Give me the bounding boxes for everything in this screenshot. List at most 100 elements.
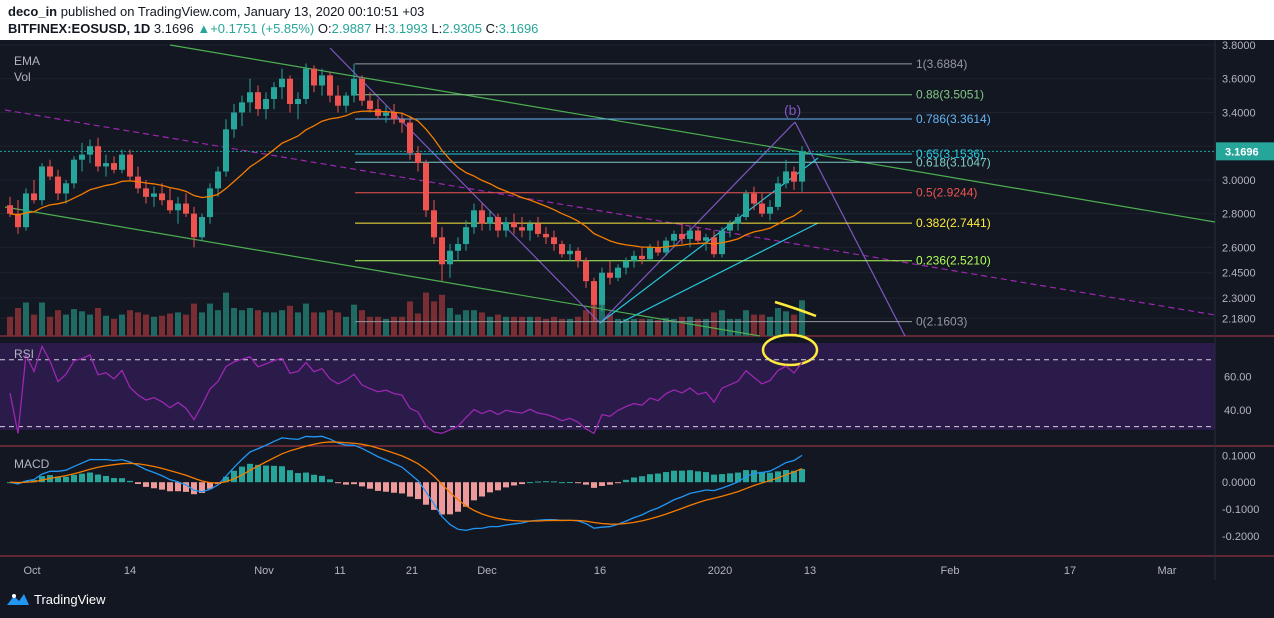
volume-bar <box>767 316 773 336</box>
volume-bar <box>695 319 701 336</box>
channel-upper-line[interactable] <box>169 44 1216 223</box>
drawings: (b) <box>0 44 1216 367</box>
volume-bar <box>279 310 285 336</box>
macd-histogram-bar <box>407 482 413 497</box>
brand-name[interactable]: TradingView <box>34 592 106 607</box>
candle-body <box>519 227 525 231</box>
macd-histogram-bar <box>167 482 173 492</box>
annotation-stroke[interactable] <box>774 300 817 318</box>
candle-body <box>167 200 173 211</box>
macd-histogram-bar <box>271 465 277 483</box>
candle-body <box>727 223 733 231</box>
macd-histogram-bar <box>663 472 669 483</box>
volume-bar <box>23 302 29 336</box>
volume-bar <box>455 314 461 336</box>
macd-histogram-bar <box>543 481 549 483</box>
macd-histogram-bar <box>575 482 581 484</box>
open-value: 2.9887 <box>331 21 372 36</box>
volume-bar <box>791 314 797 336</box>
candle-body <box>671 233 677 241</box>
candle-body <box>215 171 221 189</box>
wave-line[interactable] <box>794 121 906 337</box>
macd-histogram-bar <box>111 478 117 483</box>
time-tick-label: Nov <box>254 565 274 577</box>
fib-level-label: 0.618(3.1047) <box>916 155 991 169</box>
macd-histogram-bar <box>783 469 789 483</box>
dashed-trendline[interactable] <box>4 109 1216 316</box>
macd-histogram-bar <box>295 473 301 483</box>
fib-level-label: 0.5(2.9244) <box>916 186 977 200</box>
rsi-legend[interactable]: RSI <box>14 347 34 361</box>
volume-bar <box>311 312 317 336</box>
volume-bar <box>647 319 653 336</box>
author-name[interactable]: deco_in <box>8 4 58 19</box>
macd-histogram-bar <box>151 482 157 489</box>
price-tick-label: 3.0000 <box>1222 175 1256 187</box>
volume-bar <box>199 312 205 336</box>
volume-bar <box>751 314 757 336</box>
macd-histogram-bar <box>359 482 365 487</box>
symbol-line: BITFINEX:EOSUSD, 1D 3.1696 ▲+0.1751 (+5.… <box>8 21 538 36</box>
candle-body <box>79 154 85 160</box>
volume-bar <box>119 314 125 336</box>
channel-lower-line[interactable] <box>4 206 761 337</box>
signal-line <box>9 441 803 525</box>
rising-channel-lower[interactable] <box>619 222 819 324</box>
macd-histogram-bar <box>55 476 61 483</box>
tradingview-logo-icon <box>7 594 29 605</box>
volume-bar <box>503 316 509 336</box>
candle-body <box>399 119 405 123</box>
candle-body <box>631 255 637 261</box>
volume-bar <box>679 316 685 336</box>
macd-histogram-bar <box>351 482 357 485</box>
candle-body <box>639 255 645 260</box>
volume-bar <box>527 316 533 336</box>
candle-body <box>599 272 605 305</box>
candle-body <box>335 95 341 106</box>
volume-bar <box>559 319 565 336</box>
annotation-circle[interactable] <box>761 333 819 367</box>
volume-bar <box>471 310 477 336</box>
candle-body <box>327 75 333 96</box>
macd-histogram-bar <box>687 470 693 483</box>
candle-body <box>383 112 389 116</box>
open-label: O: <box>317 21 332 36</box>
macd-histogram-bar <box>263 465 269 483</box>
volume-bar <box>191 303 197 336</box>
volume-bar <box>495 314 501 336</box>
macd-histogram-bar <box>759 471 765 483</box>
time-tick-label: Mar <box>1158 565 1177 577</box>
volume-bar <box>231 308 237 336</box>
wave-line[interactable] <box>599 121 796 324</box>
candle-body <box>679 233 685 239</box>
volume-bar <box>583 310 589 336</box>
chart-canvas[interactable]: (b) 1(3.6884) 0.88(3.5051) 0.786(3.3614) 0.… <box>0 40 1274 580</box>
macd-legend[interactable]: MACD <box>14 457 50 471</box>
volume-bar <box>207 303 213 336</box>
time-tick-label: Dec <box>477 565 497 577</box>
macd-panel: 0.1000 0.0000 -0.1000 -0.2000 <box>7 435 1259 543</box>
volume-bar <box>143 314 149 336</box>
volume-bar <box>319 312 325 336</box>
time-tick-label: 17 <box>1064 565 1076 577</box>
macd-histogram-bar <box>727 473 733 483</box>
ema-legend[interactable]: EMA <box>14 54 40 68</box>
macd-histogram-bar <box>87 472 93 483</box>
macd-histogram-bar <box>95 474 101 483</box>
volume-bar <box>735 319 741 336</box>
footer: TradingView <box>0 580 1274 618</box>
candle-body <box>263 98 269 110</box>
macd-line <box>9 435 803 532</box>
price-tick-label: 3.8000 <box>1222 40 1256 52</box>
price-tick-label: 3.6000 <box>1222 74 1256 86</box>
candle-body <box>151 193 157 197</box>
volume-bar <box>727 319 733 336</box>
volume-bar <box>351 304 357 336</box>
macd-histogram-bar <box>751 470 757 483</box>
candle-body <box>559 244 565 255</box>
volume-bar <box>439 294 445 336</box>
volume-bar <box>487 316 493 336</box>
symbol-label[interactable]: BITFINEX:EOSUSD, 1D <box>8 21 151 36</box>
wave-line[interactable] <box>329 47 601 324</box>
vol-legend[interactable]: Vol <box>14 70 31 84</box>
